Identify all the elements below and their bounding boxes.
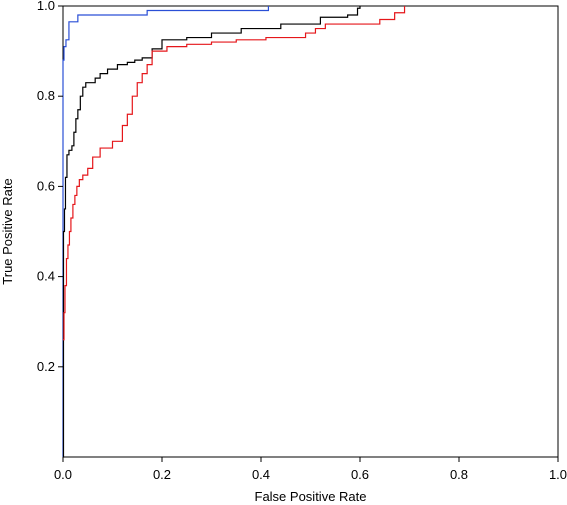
y-tick-label: 0.8 (37, 88, 55, 103)
y-axis-title: True Positive Rate (0, 178, 15, 284)
series-layer (62, 6, 406, 458)
y-tick-label: 1.0 (37, 0, 55, 13)
y-tick-label: 0.4 (37, 269, 55, 284)
x-tick-label: 0.6 (351, 467, 369, 482)
roc-series-blue (62, 6, 270, 457)
x-tick-label: 1.0 (549, 467, 567, 482)
plot-frame (62, 5, 559, 458)
x-tick-label: 0.0 (54, 467, 72, 482)
x-tick-label: 0.2 (153, 467, 171, 482)
x-tick-label: 0.8 (450, 467, 468, 482)
y-tick-label: 0.2 (37, 359, 55, 374)
y-tick-label: 0.6 (37, 178, 55, 193)
x-tick-label: 0.4 (252, 467, 270, 482)
x-axis: 0.0 0.2 0.4 0.6 0.8 1.0 (54, 457, 567, 482)
plot-area (62, 5, 559, 458)
roc-series-red (63, 6, 406, 341)
y-axis: 0.2 0.4 0.6 0.8 1.0 (37, 0, 63, 374)
roc-series-black (62, 6, 361, 458)
x-axis-title: False Positive Rate (255, 489, 367, 504)
